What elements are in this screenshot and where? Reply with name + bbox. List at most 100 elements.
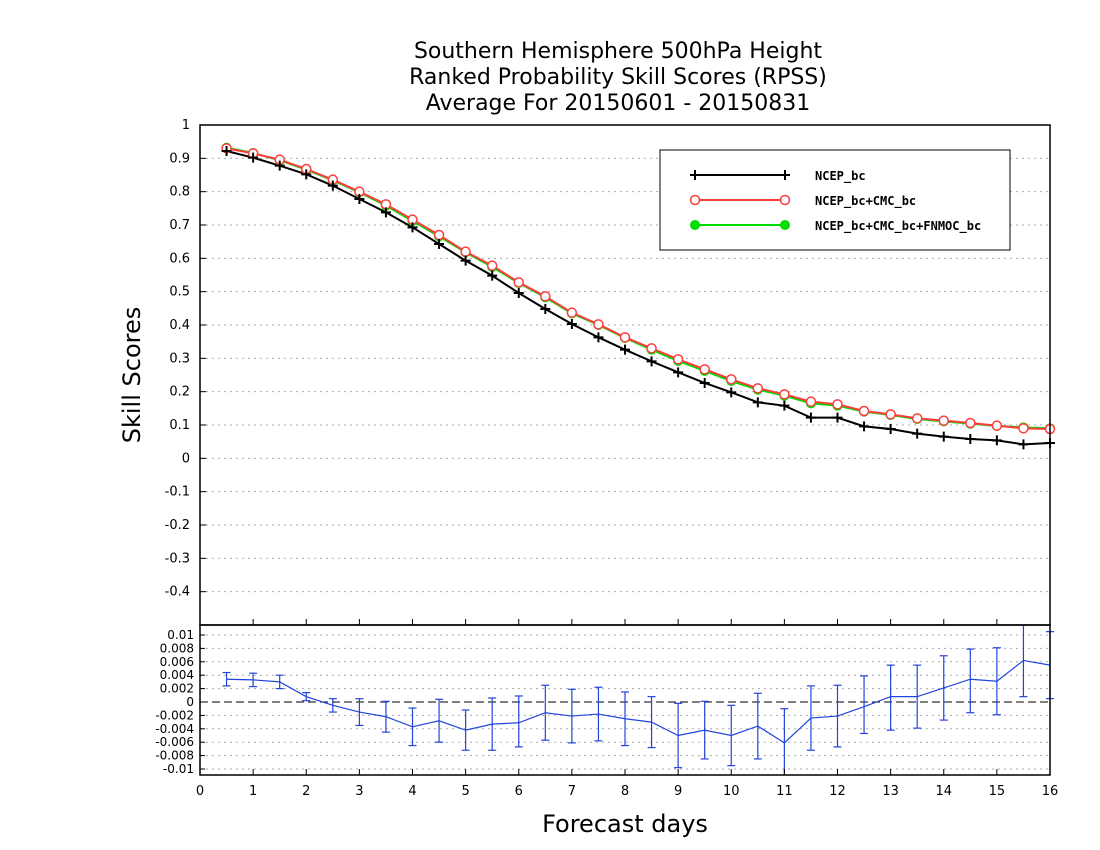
data-point [912,428,923,439]
data-point [540,291,551,302]
data-point [699,364,710,375]
top-y-tick-label: 0.2 [169,385,190,400]
data-point [619,332,631,343]
difference-line [226,659,1051,744]
data-point [380,207,391,218]
top-y-tick-label: -0.1 [165,485,190,500]
x-tick-label: 1 [249,784,257,799]
data-point [832,399,843,410]
bottom-y-tick-label: 0.004 [160,668,194,682]
legend-marker [690,170,700,180]
data-point [965,417,976,429]
data-point [646,356,657,367]
x-tick-label: 13 [882,784,899,799]
data-point [486,260,498,271]
data-point [832,412,843,423]
legend-marker [779,194,791,206]
x-tick-label: 16 [1042,784,1059,799]
top-y-tick-label: 1 [182,118,190,133]
data-point [885,424,896,434]
x-tick-label: 2 [302,784,310,799]
bottom-gridlines [200,634,1050,770]
bottom-y-tick-label: -0.008 [155,749,194,763]
top-y-axis: 1 0.9 0.8 0.7 0.6 0.5 0.4 0.3 0.2 0.1 0 -0.1 -0.2 -0.… [165,118,206,600]
data-point [699,378,710,388]
data-point [460,255,471,266]
data-point [646,343,657,354]
title-line-2: Ranked Probability Skill Scores (RPSS) [409,65,827,90]
x-tick-label: 5 [461,784,469,799]
bottom-y-tick-label: -0.01 [163,762,194,776]
difference-series-layer [222,625,1054,775]
x-tick-label: 4 [408,784,416,799]
top-y-tick-label: 0.9 [169,151,190,166]
y-axis-label: Skill Scores [118,307,146,444]
top-y-tick-label: 0.3 [169,351,190,366]
top-y-tick-label: -0.4 [165,585,190,600]
data-point [301,169,312,180]
x-tick-label: 8 [621,784,629,799]
top-y-tick-label: 0.7 [169,218,190,233]
data-point [513,288,524,298]
top-y-tick-label: 0.4 [169,318,190,333]
bottom-y-tick-label: 0.01 [167,628,194,642]
x-tick-label: 11 [776,784,793,799]
data-point [593,332,604,343]
top-y-tick-label: -0.2 [165,518,190,533]
bottom-y-axis: 0.010.0080.0060.0040.0020-0.002-0.004-0.… [155,628,205,776]
data-point [858,405,870,417]
data-point [991,435,1002,446]
data-point [566,307,578,318]
bottom-y-tick-label: 0 [186,695,194,709]
x-axis-label: Forecast days [542,810,708,838]
data-point [938,415,949,426]
data-point [885,409,896,420]
title-line-3: Average For 20150601 - 20150831 [426,91,811,116]
legend-label: NCEP_bc+CMC_bc+FNMOC_bc [815,219,981,234]
x-tick-label: 3 [355,784,363,799]
legend-marker [780,170,790,180]
top-y-tick-label: 0.6 [169,251,190,266]
legend-marker [690,220,700,230]
top-y-tick-label: 0.5 [169,285,190,300]
top-y-tick-label: 0 [182,451,190,466]
data-point [434,239,445,249]
legend-marker [689,194,701,206]
data-point [221,146,232,156]
data-point [938,431,949,442]
x-tick-label: 0 [196,784,204,799]
data-point [1018,439,1029,450]
data-point [779,389,790,400]
data-point [513,277,524,288]
x-tick-label: 6 [515,784,523,799]
data-point [752,383,764,394]
bottom-y-tick-label: 0.006 [160,655,194,669]
data-point [726,374,737,385]
bottom-y-tick-label: 0.002 [160,682,194,696]
x-tick-label: 9 [674,784,682,799]
data-point [433,229,445,241]
data-point [1018,423,1029,434]
top-y-tick-label: 0.1 [169,418,190,433]
bottom-y-tick-label: -0.006 [155,735,194,749]
x-axis: 0 1 2 3 4 5 6 7 8 9 10 11 12 13 14 15 16 [196,619,1058,799]
x-tick-label: 15 [989,784,1006,799]
difference-panel: 0.010.0080.0060.0040.0020-0.002-0.004-0.… [155,624,1054,776]
data-point [620,344,630,355]
data-point [859,421,870,432]
legend-label: NCEP_bc [815,169,866,184]
data-point [805,396,817,407]
data-point [593,319,604,330]
bottom-y-tick-label: -0.004 [155,722,194,736]
top-y-tick-label: -0.3 [165,551,190,566]
legend: NCEP_bc NCEP_bc+CMC_bc NCEP_bc+CMC_bc+FNMO… [659,149,1011,251]
data-point [911,413,923,424]
data-point [407,222,418,233]
data-point [805,412,816,423]
top-y-tick-label: 0.8 [169,185,190,200]
data-point [327,180,338,191]
x-tick-label: 10 [723,784,740,799]
data-point [248,152,259,163]
chart-title: Southern Hemisphere 500hPa Height Ranked… [409,39,827,116]
legend-label: NCEP_bc+CMC_bc [815,194,916,209]
